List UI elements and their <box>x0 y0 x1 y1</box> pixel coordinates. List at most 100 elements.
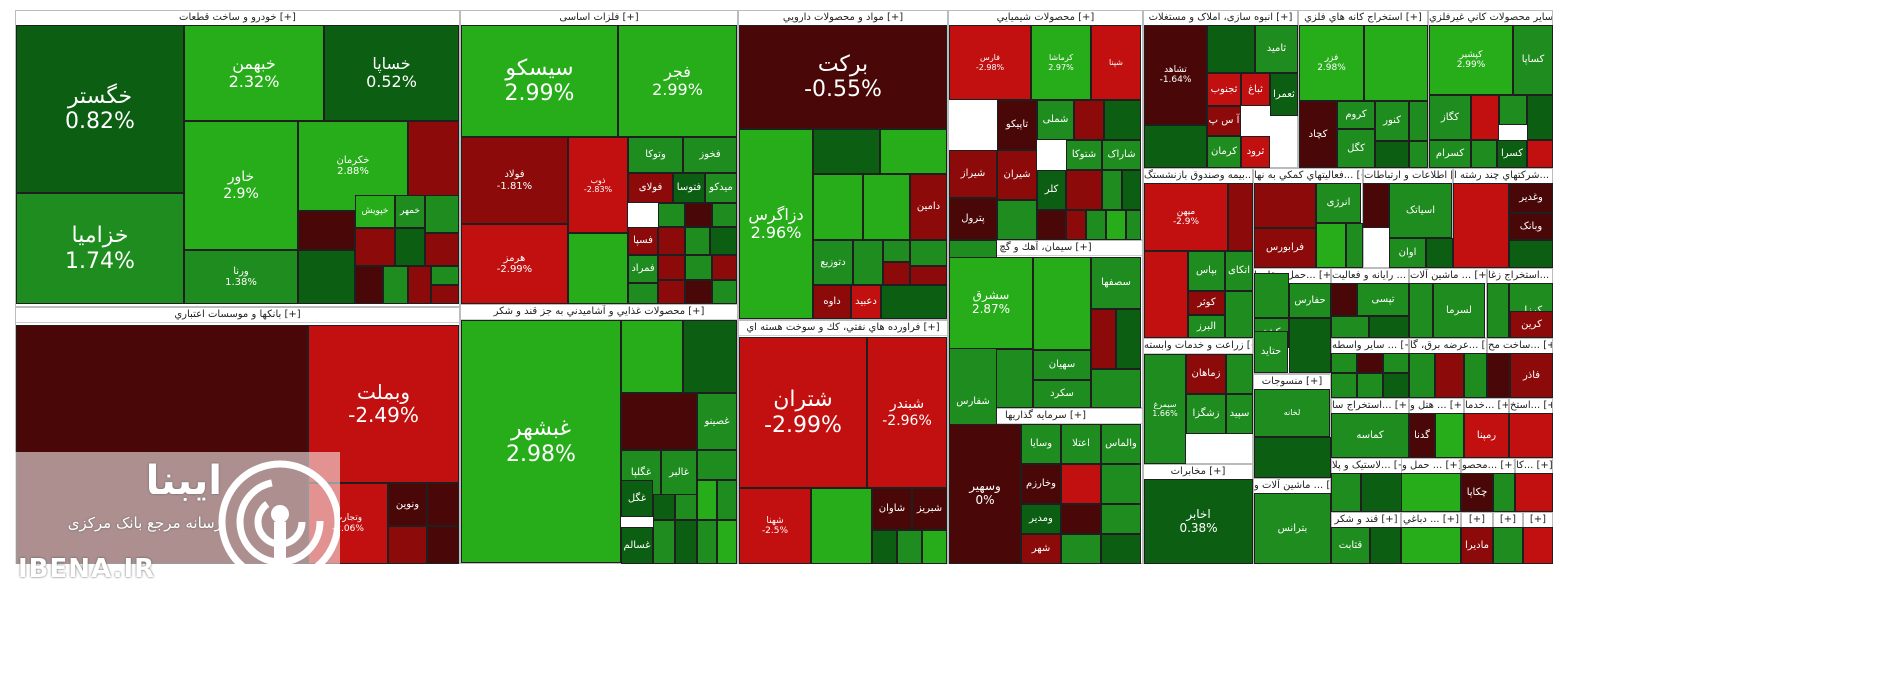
minor-stock-tile[interactable] <box>1435 413 1464 458</box>
minor-stock-tile[interactable] <box>1207 25 1255 73</box>
minor-stock-tile[interactable] <box>1102 170 1122 210</box>
stock-tile[interactable]: البرز <box>1188 315 1225 338</box>
sector-title[interactable]: فراورده هاي نفتي، كك و سوخت هسته اي [+] <box>739 321 947 336</box>
minor-stock-tile[interactable] <box>811 488 872 564</box>
stock-tile[interactable]: کسرام <box>1429 140 1471 168</box>
stock-tile[interactable]: کنور <box>1375 101 1409 141</box>
minor-stock-tile[interactable] <box>883 240 910 262</box>
stock-tile[interactable]: ثجنوب <box>1207 73 1241 106</box>
minor-stock-tile[interactable] <box>1409 283 1433 338</box>
sector-title[interactable]: لاستيک و پلا... [+] <box>1332 459 1408 474</box>
stock-tile[interactable]: اخابر 0.38% <box>1144 479 1253 564</box>
minor-stock-tile[interactable] <box>298 250 355 304</box>
minor-stock-tile[interactable] <box>685 280 712 304</box>
stock-tile[interactable]: خگستر 0.82% <box>16 25 184 193</box>
minor-stock-tile[interactable] <box>1254 273 1289 318</box>
stock-tile[interactable]: اتکای <box>1225 251 1253 291</box>
stock-tile[interactable]: غگل <box>621 480 653 517</box>
sector-title[interactable]: خدما... [+] <box>1465 399 1508 414</box>
minor-stock-tile[interactable] <box>853 240 883 285</box>
minor-stock-tile[interactable] <box>910 240 947 266</box>
minor-stock-tile[interactable] <box>395 228 425 266</box>
minor-stock-tile[interactable] <box>1316 223 1346 268</box>
minor-stock-tile[interactable] <box>1369 316 1409 338</box>
minor-stock-tile[interactable] <box>1066 170 1102 210</box>
stock-tile[interactable]: کماسه <box>1331 413 1409 458</box>
stock-tile[interactable]: زماهان <box>1186 354 1226 394</box>
minor-stock-tile[interactable] <box>1363 183 1389 228</box>
sector-title[interactable]: سرمايه گذاريها [+] <box>949 409 1142 424</box>
minor-stock-tile[interactable] <box>1254 437 1331 478</box>
stock-tile[interactable]: میهن -2.9% <box>1144 183 1228 251</box>
stock-tile[interactable]: کپشیر 2.99% <box>1429 25 1513 95</box>
stock-tile[interactable]: آ س پ <box>1207 106 1241 136</box>
sector-title[interactable]: هتل و ... [+] <box>1410 399 1463 414</box>
stock-tile[interactable]: کگل <box>1337 129 1375 168</box>
minor-stock-tile[interactable] <box>425 233 459 266</box>
minor-stock-tile[interactable] <box>1289 318 1331 373</box>
minor-stock-tile[interactable] <box>425 195 459 233</box>
minor-stock-tile[interactable] <box>813 129 880 174</box>
minor-stock-tile[interactable] <box>1061 534 1101 564</box>
stock-tile[interactable]: کروم <box>1337 101 1375 129</box>
stock-tile[interactable]: والماس <box>1101 424 1141 464</box>
stock-tile[interactable]: فرابورس <box>1254 228 1316 268</box>
minor-stock-tile[interactable] <box>1370 527 1401 564</box>
stock-tile[interactable]: کرمان <box>1207 136 1241 168</box>
stock-tile[interactable]: غبشهر 2.98% <box>461 320 621 563</box>
stock-tile[interactable]: خساپا 0.52% <box>324 25 459 121</box>
sector-title[interactable]: منسوجات [+] <box>1254 375 1330 390</box>
sector-title[interactable]: رايانه و فعاليت ... [+] <box>1332 269 1408 284</box>
minor-stock-tile[interactable] <box>1037 210 1066 240</box>
minor-stock-tile[interactable] <box>813 174 863 240</box>
stock-tile[interactable]: پترول <box>949 198 997 240</box>
sector-title[interactable]: سيمان، آهك و گچ [+] <box>949 241 1142 256</box>
stock-tile[interactable]: شیراز <box>949 150 997 198</box>
minor-stock-tile[interactable] <box>1331 283 1357 316</box>
minor-stock-tile[interactable] <box>355 228 395 266</box>
minor-stock-tile[interactable] <box>1471 95 1499 140</box>
sector-title[interactable]: فلزات اساسی [+] <box>461 11 737 26</box>
stock-tile[interactable]: انرژی <box>1316 183 1361 223</box>
stock-tile[interactable]: کلر <box>1037 170 1066 210</box>
stock-tile[interactable]: تاپیکو <box>997 100 1037 150</box>
minor-stock-tile[interactable] <box>697 450 737 480</box>
stock-tile[interactable]: ذوب -2.83% <box>568 137 628 233</box>
stock-tile[interactable]: ثامید <box>1255 25 1298 73</box>
minor-stock-tile[interactable] <box>1101 504 1141 534</box>
stock-tile[interactable]: شتران -2.99% <box>739 337 867 488</box>
minor-stock-tile[interactable] <box>1033 257 1091 350</box>
sector-title[interactable]: بانكها و موسسات اعتباري [+] <box>16 308 459 323</box>
minor-stock-tile[interactable] <box>863 174 910 240</box>
stock-tile[interactable]: فارس -2.98% <box>949 25 1031 100</box>
stock-tile[interactable]: سکرد <box>1033 380 1091 408</box>
stock-tile[interactable]: شپنا <box>1091 25 1141 100</box>
minor-stock-tile[interactable] <box>883 262 910 285</box>
stock-tile[interactable]: رمپنا <box>1464 413 1509 458</box>
stock-tile[interactable]: کچاد <box>1299 101 1337 168</box>
minor-stock-tile[interactable] <box>1493 527 1523 564</box>
minor-stock-tile[interactable] <box>685 227 710 255</box>
minor-stock-tile[interactable] <box>408 266 431 304</box>
minor-stock-tile[interactable] <box>683 320 737 393</box>
minor-stock-tile[interactable] <box>1509 413 1553 458</box>
stock-tile[interactable]: شتوکا <box>1066 140 1102 170</box>
minor-stock-tile[interactable] <box>881 285 947 319</box>
minor-stock-tile[interactable] <box>431 266 459 285</box>
minor-stock-tile[interactable] <box>717 480 737 520</box>
stock-tile[interactable]: تپسی <box>1357 283 1409 316</box>
stock-tile[interactable]: شهر <box>1021 534 1061 564</box>
minor-stock-tile[interactable] <box>658 255 685 280</box>
sector-title[interactable]: زراعت و خدمات وابسته [+] <box>1144 339 1252 354</box>
minor-stock-tile[interactable] <box>1106 210 1126 240</box>
stock-tile[interactable]: سشرق 2.87% <box>949 257 1033 349</box>
sector-title[interactable]: محصو... [+] <box>1462 459 1514 474</box>
stock-tile[interactable]: وسایا <box>1021 424 1061 464</box>
stock-tile[interactable]: ثباغ <box>1241 73 1270 106</box>
minor-stock-tile[interactable] <box>910 266 947 285</box>
stock-tile[interactable]: فخوز <box>683 137 737 173</box>
stock-tile[interactable]: خبهمن 2.32% <box>184 25 324 121</box>
sector-title[interactable]: خودرو و ساخت قطعات [+] <box>16 11 459 26</box>
minor-stock-tile[interactable] <box>1515 473 1553 512</box>
stock-tile[interactable]: کگاز <box>1429 95 1471 140</box>
